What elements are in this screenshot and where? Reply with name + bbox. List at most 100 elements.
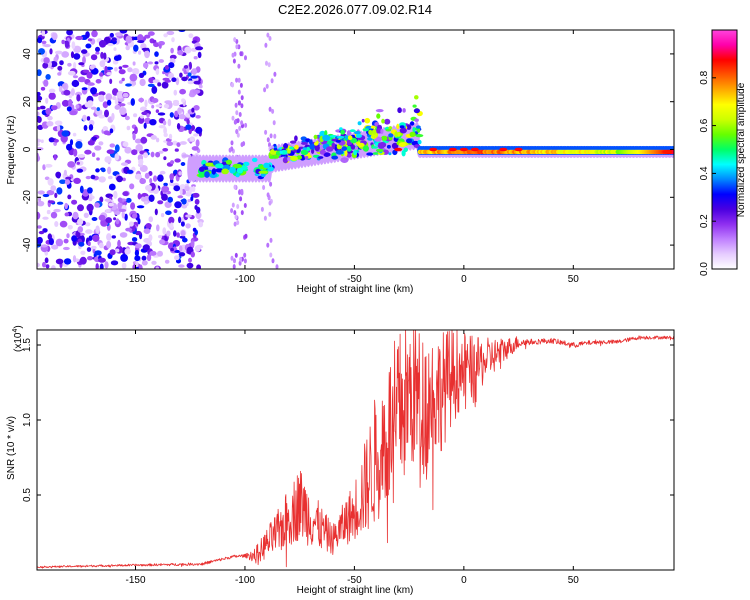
noise-blob — [195, 46, 204, 51]
noise-blob — [77, 154, 86, 158]
streak-blob — [231, 82, 235, 88]
noise-blob — [85, 175, 91, 180]
noise-blob — [146, 113, 150, 118]
noise-blob — [149, 250, 157, 256]
noise-blob — [164, 259, 170, 264]
y-tick-label: -40 — [22, 237, 33, 252]
noise-blob — [98, 94, 105, 103]
noise-blob — [105, 209, 111, 213]
noise-blob — [56, 124, 61, 132]
scatter-blob — [354, 131, 361, 135]
noise-blob — [75, 91, 83, 97]
noise-blob — [75, 104, 80, 109]
noise-blob — [114, 144, 120, 153]
noise-blob — [185, 214, 192, 218]
scatter-blob — [301, 141, 308, 145]
onset-blob — [225, 159, 233, 165]
noise-blob — [76, 168, 84, 173]
noise-blob — [178, 216, 182, 224]
scatter-blob — [412, 127, 416, 133]
scatter-blob — [375, 109, 384, 113]
noise-blob — [143, 200, 149, 205]
noise-blob — [37, 190, 45, 195]
streak-blob — [235, 44, 239, 50]
streak-blob — [236, 118, 240, 124]
onset-blob — [251, 157, 258, 163]
noise-blob — [46, 121, 54, 127]
noise-blob — [152, 79, 160, 84]
noise-blob — [134, 138, 142, 144]
scatter-blob — [362, 145, 369, 152]
onset-blob — [236, 167, 243, 174]
noise-blob — [102, 101, 109, 109]
noise-blob — [164, 65, 170, 70]
noise-blob — [78, 76, 86, 83]
scatter-blob — [409, 121, 415, 126]
noise-blob — [147, 61, 154, 65]
noise-blob — [194, 198, 200, 205]
noise-blob — [174, 110, 179, 118]
noise-blob — [94, 145, 102, 151]
noise-blob — [172, 101, 180, 106]
noise-blob — [155, 68, 160, 75]
noise-blob — [114, 67, 118, 72]
noise-blob — [196, 264, 201, 269]
noise-blob — [82, 69, 90, 74]
noise-blob — [89, 65, 95, 70]
noise-blob — [45, 108, 52, 115]
noise-blob — [198, 84, 203, 89]
streak-blob — [231, 52, 235, 58]
noise-blob — [162, 148, 169, 152]
noise-blob — [37, 95, 43, 102]
onset-blob — [211, 169, 216, 175]
noise-blob — [72, 255, 77, 263]
noise-blob — [144, 50, 150, 59]
scatter-blob — [347, 135, 353, 140]
noise-blob — [47, 115, 53, 121]
line-hotspot — [429, 147, 438, 152]
streak-blob — [268, 142, 271, 148]
noise-blob — [37, 37, 43, 44]
noise-blob — [129, 73, 138, 82]
noise-blob — [99, 72, 104, 77]
scatter-blob — [377, 142, 386, 149]
scatter-blob — [336, 135, 345, 139]
scatter-blob — [349, 129, 356, 133]
noise-blob — [76, 94, 81, 102]
scatter-blob — [355, 146, 358, 151]
noise-blob — [133, 44, 139, 52]
colorbar-tick-label: 0.4 — [699, 166, 710, 180]
noise-blob — [104, 261, 109, 269]
colorbar-label: Normalized spectral amplitude — [736, 82, 747, 217]
noise-blob — [92, 234, 100, 242]
noise-blob — [178, 114, 186, 120]
scatter-blob — [344, 134, 348, 141]
noise-blob — [163, 132, 168, 138]
noise-blob — [37, 69, 42, 77]
noise-blob — [87, 85, 91, 91]
noise-blob — [91, 30, 98, 38]
streak-blob — [266, 192, 270, 198]
noise-blob — [184, 185, 190, 192]
noise-blob — [108, 183, 116, 191]
noise-blob — [157, 82, 162, 87]
noise-blob — [187, 72, 192, 77]
streak-blob — [240, 190, 244, 196]
noise-blob — [155, 151, 161, 158]
scatter-blob — [392, 149, 398, 156]
noise-blob — [141, 111, 148, 116]
noise-blob — [98, 114, 106, 119]
noise-blob — [149, 178, 153, 184]
noise-blob — [45, 97, 49, 104]
noise-blob — [145, 223, 152, 229]
noise-blob — [85, 229, 93, 234]
noise-blob — [169, 173, 174, 181]
noise-blob — [195, 126, 203, 134]
noise-blob — [171, 77, 177, 82]
noise-blob — [109, 143, 116, 148]
noise-blob — [95, 46, 100, 53]
scatter-blob — [364, 117, 371, 124]
noise-blob — [170, 160, 175, 165]
streak-blob — [237, 63, 241, 69]
noise-blob — [156, 224, 160, 232]
